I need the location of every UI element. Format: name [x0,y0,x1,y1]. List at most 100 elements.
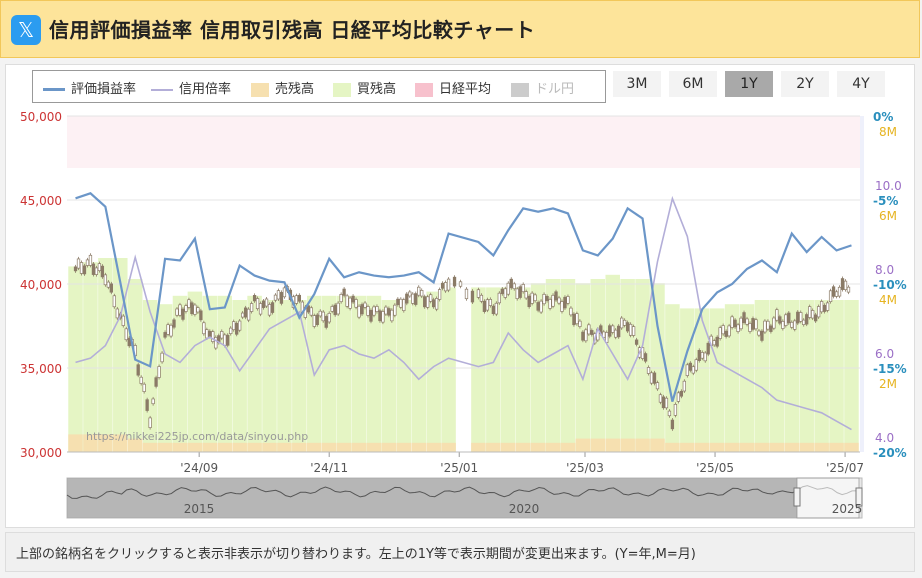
buy-balance-bar [754,300,770,452]
nikkei-candle [193,304,197,315]
sell-balance-bar [724,442,740,452]
nikkei-candle [655,382,660,390]
nikkei-candle [336,302,340,315]
navigator-handle-right[interactable] [855,487,863,507]
nikkei-candle [736,324,740,332]
nikkei-candle [321,311,325,322]
buy-balance-bar [217,295,232,452]
nikkei-candle [754,319,758,330]
x-share-icon[interactable]: 𝕏 [11,15,41,45]
range-button-6m[interactable]: 6M [669,71,717,97]
buy-balance-bar [202,295,218,452]
legend-item-margin-ratio[interactable]: 信用倍率 [151,78,231,97]
nikkei-candle [97,263,102,272]
nikkei-candle [778,316,782,324]
sell-balance-bar [247,442,262,452]
nikkei-candle [554,291,558,301]
sell-balance-bar [799,442,814,452]
nikkei-candle [572,313,576,326]
nikkei-candle [429,294,433,302]
buy-balance-bar [187,291,203,452]
buy-balance-bar [844,300,859,452]
nikkei-candle [816,306,821,318]
nikkei-candle [670,419,675,430]
legend-item-pl-rate[interactable]: 評価損益率 [43,78,136,97]
legend-item-nikkei[interactable]: 日経平均 [415,78,491,97]
navigator-handle-left[interactable] [793,487,801,507]
nikkei-candle [488,299,493,306]
buy-balance-bar [351,295,367,452]
nikkei-candle [727,325,731,337]
buy-balance-bar [83,262,98,452]
nikkei-candle [521,284,525,293]
nikkei-candle [241,312,245,318]
nikkei-candle [685,364,689,376]
nikkei-candle [294,295,299,304]
sell-balance-bar [68,434,83,452]
range-button-3m[interactable]: 3M [613,71,661,97]
nikkei-candle [533,294,537,302]
nikkei-tick-label: 40,000 [20,278,62,292]
nikkei-candle [581,331,585,341]
buy-balance-bar [635,279,650,452]
nikkei-candle [73,266,78,272]
nikkei-candle [631,326,636,336]
range-button-4y[interactable]: 4Y [837,71,885,97]
range-button-1y[interactable]: 1Y [725,71,773,97]
nikkei-candle [611,325,615,333]
sell-balance-bar [321,442,337,452]
nikkei-candle [712,340,716,346]
margin-ratio-tick-label: 10.0 [875,179,902,193]
nikkei-candle [443,282,448,292]
sell-balance-bar [336,442,352,452]
nikkei-candle [524,291,528,299]
sell-balance-bar [142,442,158,452]
nikkei-candle [324,316,328,328]
nikkei-candle [846,286,851,293]
sell-balance-bar [351,442,367,452]
nikkei-candle [229,327,233,334]
legend-label: 日経平均 [439,82,492,97]
nikkei-candle [673,403,678,416]
navigator-shade [67,478,797,518]
nikkei-candle [733,319,737,328]
legend-label: ドル円 [535,82,575,97]
nikkei-candle [802,319,806,325]
nikkei-candle [446,278,451,291]
sell-balance-bar [396,442,412,452]
nikkei-candle [787,312,791,324]
buy-balance-bar [292,300,307,452]
nikkei-candle [190,302,194,315]
buy-balance-bar [127,279,143,452]
pl-rate-line [75,192,852,402]
pl-rate-tick-label: -10% [873,278,907,292]
nikkei-candle [166,324,170,335]
nikkei-candle [348,297,352,309]
nikkei-candle [76,258,81,269]
buy-balance-bar [590,279,606,452]
nikkei-candle [715,336,719,347]
nikkei-candle [757,330,761,336]
legend-item-long-balance[interactable]: 買残高 [333,78,396,97]
nikkei-candle [342,288,346,296]
navigator-selection [796,477,860,519]
nikkei-candle [652,372,657,384]
nikkei-candle [181,308,185,320]
legend-item-usdjpy[interactable]: ドル円 [511,78,574,97]
buy-balance-bar [620,279,635,452]
nikkei-candle [563,296,567,309]
legend-box-icon [511,82,529,97]
nikkei-candle [840,278,845,290]
nikkei-candle [157,366,161,378]
nikkei-candle [124,328,128,341]
sell-balance-bar [83,434,98,452]
buy-balance-bar [262,300,277,452]
nikkei-candle [566,296,570,304]
nikkei-candle [420,290,424,297]
legend-item-short-balance[interactable]: 売残高 [251,78,314,97]
nikkei-candle [187,299,191,308]
nikkei-candle [387,308,391,316]
sell-balance-bar [754,442,770,452]
range-button-2y[interactable]: 2Y [781,71,829,97]
buy-balance-bar [605,274,620,452]
